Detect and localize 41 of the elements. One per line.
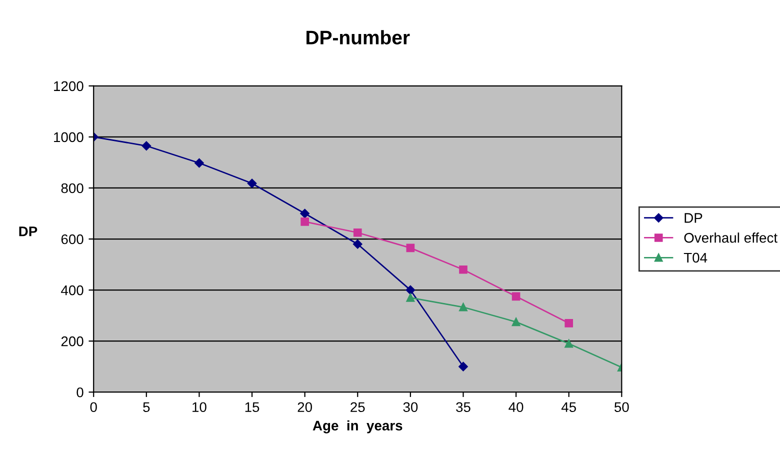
point [512, 318, 520, 326]
y-tick-label: 1000 [54, 132, 84, 142]
y-tick-label: 400 [61, 285, 84, 296]
point [564, 319, 574, 328]
x-tick-label: 5 [143, 402, 150, 412]
legend-label: Overhaul effect [684, 232, 778, 243]
point [458, 362, 468, 372]
point [564, 339, 574, 348]
point [406, 285, 416, 295]
x-tick-label: 15 [245, 402, 260, 412]
x-tick-label: 25 [350, 402, 365, 412]
x-axis-title: Age in years [312, 420, 402, 434]
y-tick-label: 800 [61, 183, 84, 194]
point [194, 158, 204, 168]
point [459, 265, 468, 274]
point [353, 228, 362, 237]
point [512, 292, 520, 301]
y-tick-label: 600 [61, 234, 84, 244]
x-tick-label: 45 [561, 402, 576, 412]
point [459, 302, 468, 312]
point [142, 141, 152, 150]
x-tick-label: 0 [90, 402, 97, 412]
point [406, 294, 415, 302]
point [406, 244, 415, 252]
x-tick-label: 20 [298, 402, 312, 412]
legend-label: T04 [684, 252, 708, 263]
y-axis-title: DP [19, 226, 38, 236]
x-tick-label: 40 [508, 402, 524, 412]
y-tick-label: 0 [76, 387, 84, 398]
point [247, 178, 257, 188]
x-tick-label: 35 [456, 402, 470, 412]
point [300, 208, 310, 218]
y-tick-label: 200 [61, 336, 84, 346]
y-tick-label: 1200 [54, 81, 84, 92]
x-tick-label: 50 [614, 402, 629, 412]
legend-label: DP [684, 213, 702, 223]
chart-title: DP-number [306, 30, 410, 44]
point [353, 239, 362, 249]
point [300, 217, 309, 226]
x-tick-label: 10 [192, 402, 206, 412]
x-tick-label: 30 [403, 402, 418, 412]
